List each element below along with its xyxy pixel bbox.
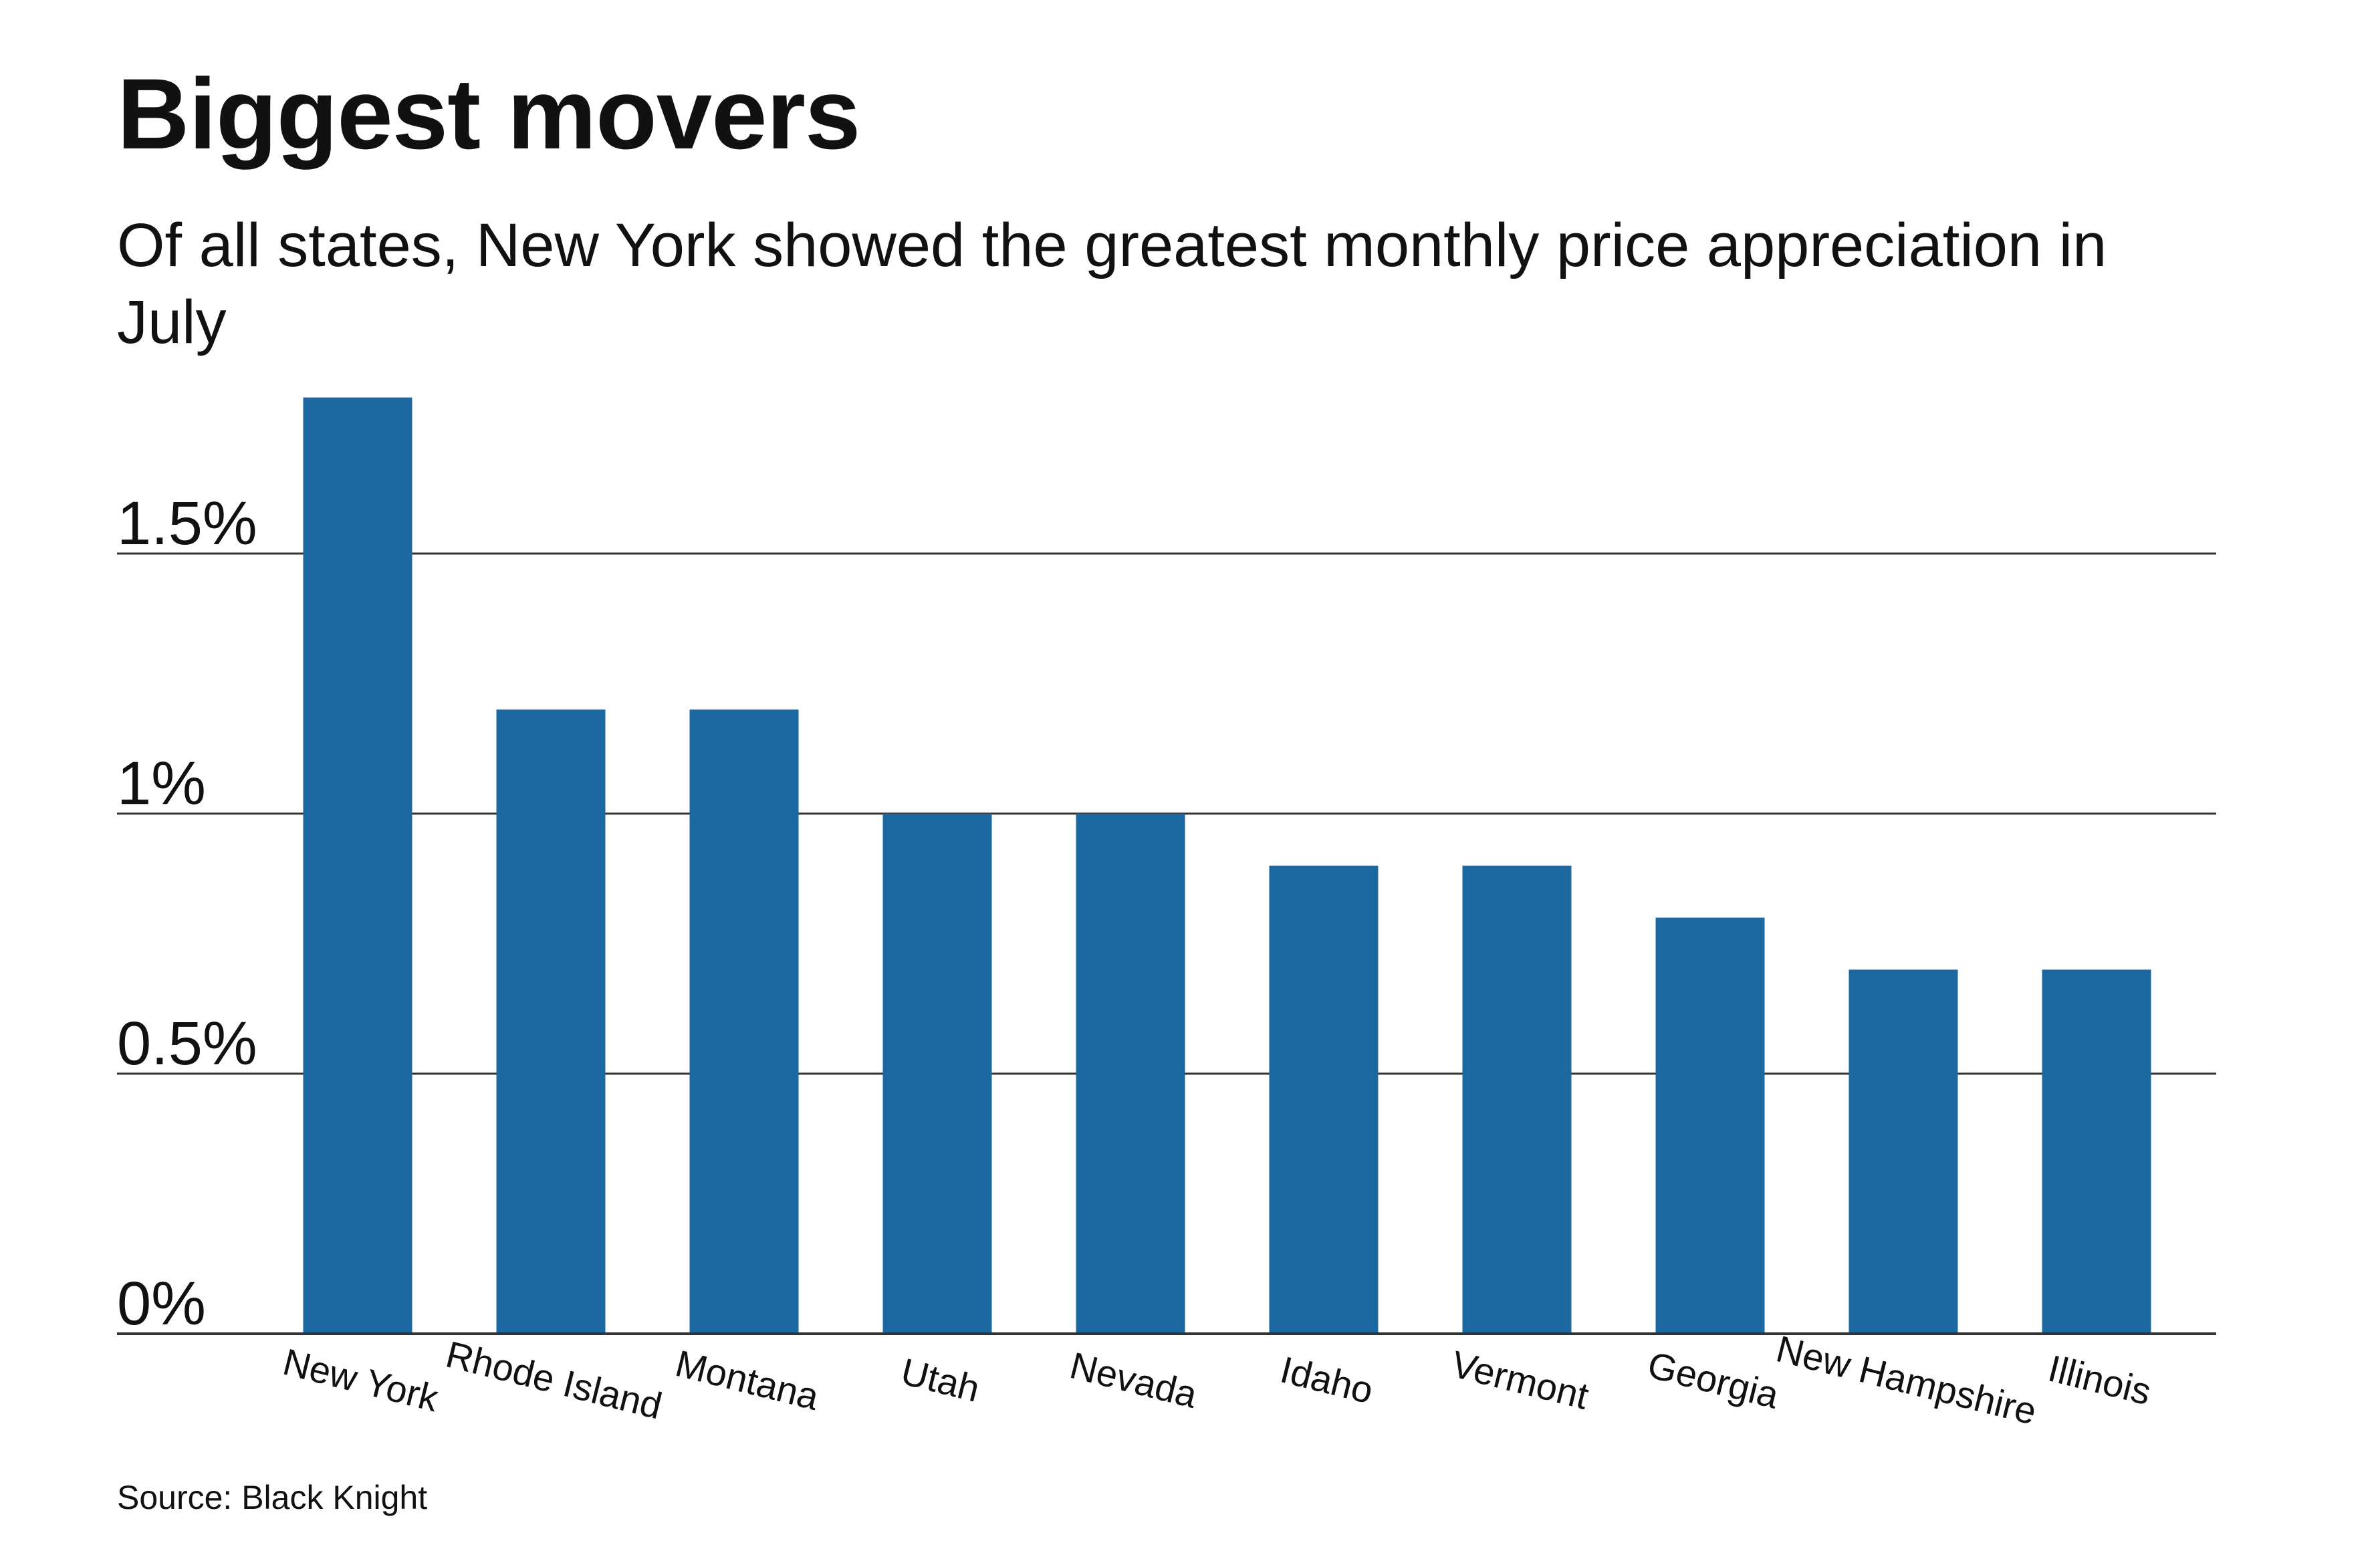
- x-tick-label: Montana: [671, 1342, 824, 1418]
- y-tick-label: 1%: [117, 749, 206, 818]
- bar: [882, 814, 992, 1334]
- chart-subtitle: Of all states, New York showed the great…: [117, 211, 2107, 356]
- x-tick-label: Illinois: [2044, 1347, 2155, 1413]
- x-tick-label: New York: [279, 1340, 443, 1420]
- x-tick-label: New Hampshire: [1772, 1327, 2041, 1432]
- y-tick-label: 0.5%: [117, 1009, 257, 1078]
- bars: [303, 397, 2151, 1334]
- bar: [1462, 865, 1572, 1334]
- bar: [1655, 917, 1765, 1334]
- chart-title: Biggest movers: [117, 57, 860, 170]
- bar: [496, 709, 606, 1334]
- x-tick-label: Rhode Island: [442, 1333, 666, 1427]
- bar: [2042, 969, 2151, 1334]
- y-tick-label: 0%: [117, 1270, 206, 1338]
- x-tick-label: Idaho: [1276, 1348, 1377, 1412]
- x-tick-label: Nevada: [1066, 1344, 1201, 1416]
- bar: [303, 397, 412, 1334]
- x-tick-label: Georgia: [1643, 1343, 1783, 1417]
- bar: [689, 709, 799, 1334]
- x-tick-label: Vermont: [1447, 1342, 1593, 1417]
- bar: [1269, 865, 1379, 1334]
- source-note: Source: Black Knight: [117, 1479, 428, 1516]
- x-tick-label: Utah: [897, 1350, 984, 1410]
- y-tick-label: 1.5%: [117, 489, 257, 558]
- y-tick-labels: 0% 0.5% 1% 1.5%: [117, 489, 257, 1338]
- bar: [1849, 969, 1958, 1334]
- bar: [1076, 814, 1185, 1334]
